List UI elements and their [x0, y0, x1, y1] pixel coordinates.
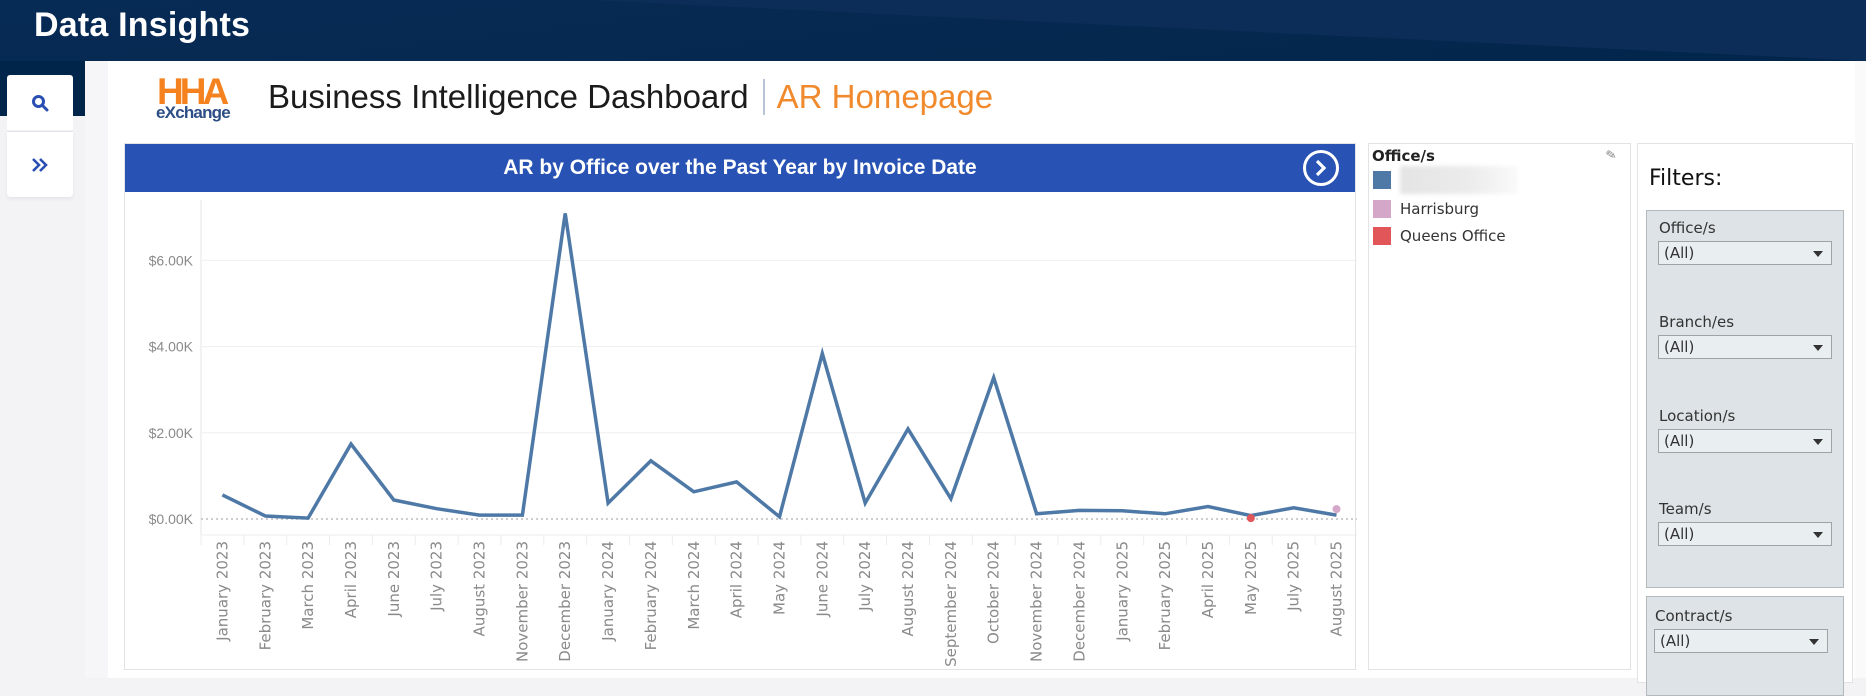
- svg-text:June 2024: June 2024: [813, 541, 831, 618]
- svg-text:April 2023: April 2023: [342, 541, 360, 618]
- select-value: (All): [1664, 525, 1695, 543]
- svg-text:August 2024: August 2024: [899, 541, 917, 636]
- filter-contract: Contract/s (All): [1650, 607, 1832, 653]
- expand-sidebar-button[interactable]: [7, 131, 73, 197]
- filter-team: Team/s (All): [1654, 500, 1836, 546]
- svg-text:November 2024: November 2024: [1028, 541, 1046, 662]
- page-title: Business Intelligence Dashboard AR Homepa…: [268, 77, 993, 117]
- circle-chevron-right-icon: [1315, 159, 1327, 177]
- svg-text:May 2025: May 2025: [1242, 541, 1260, 615]
- svg-text:July 2024: July 2024: [856, 541, 874, 612]
- svg-text:February 2023: February 2023: [256, 541, 274, 650]
- svg-text:January 2024: January 2024: [599, 541, 617, 642]
- dropdown-arrow-icon: [1809, 639, 1819, 645]
- dropdown-arrow-icon: [1813, 251, 1823, 257]
- legend-label: Harrisburg: [1400, 200, 1479, 218]
- select-value: (All): [1664, 244, 1695, 262]
- svg-text:March 2023: March 2023: [299, 541, 317, 630]
- logo-hha-text: HHA: [157, 71, 229, 112]
- filter-label: Branch/es: [1659, 313, 1735, 331]
- office-legend: Office/s ✏ Harrisburg Queens Office: [1368, 143, 1631, 670]
- dropdown-arrow-icon: [1813, 532, 1823, 538]
- svg-text:March 2024: March 2024: [685, 541, 703, 630]
- app-header: Data Insights: [0, 0, 1866, 61]
- chart-header: AR by Office over the Past Year by Invoi…: [125, 144, 1355, 192]
- legend-label: Queens Office: [1400, 227, 1506, 245]
- select-value: (All): [1664, 432, 1695, 450]
- legend-title: Office/s: [1372, 147, 1435, 165]
- legend-swatch: [1373, 171, 1391, 189]
- chart-title: AR by Office over the Past Year by Invoi…: [503, 156, 977, 179]
- svg-text:August 2023: August 2023: [471, 541, 489, 636]
- redacted-label: [1400, 166, 1518, 194]
- filter-group-main: Office/s (All) Branch/es (All) Location/…: [1646, 210, 1844, 588]
- svg-text:September 2024: September 2024: [942, 541, 960, 667]
- search-button[interactable]: [7, 75, 73, 130]
- location-select[interactable]: (All): [1658, 429, 1832, 453]
- select-value: (All): [1660, 632, 1691, 650]
- app-title: Data Insights: [34, 6, 251, 44]
- svg-text:June 2023: June 2023: [385, 541, 403, 618]
- scrollbar[interactable]: [1855, 61, 1866, 678]
- team-select[interactable]: (All): [1658, 522, 1832, 546]
- legend-swatch: [1373, 227, 1391, 245]
- hhaexchange-logo: HHA eXchange: [155, 71, 235, 122]
- filter-label: Office/s: [1659, 219, 1716, 237]
- svg-text:April 2025: April 2025: [1199, 541, 1217, 618]
- svg-text:January 2023: January 2023: [213, 541, 231, 642]
- legend-item-harrisburg[interactable]: Harrisburg: [1373, 198, 1479, 220]
- svg-text:February 2025: February 2025: [1156, 541, 1174, 650]
- legend-swatch: [1373, 200, 1391, 218]
- title-divider: [762, 79, 765, 115]
- svg-text:December 2024: December 2024: [1070, 541, 1088, 662]
- logo-exchange-text: eXchange: [156, 103, 231, 122]
- svg-text:April 2024: April 2024: [728, 541, 746, 618]
- office-select[interactable]: (All): [1658, 241, 1832, 265]
- chart-next-button[interactable]: [1303, 150, 1339, 186]
- svg-text:August 2025: August 2025: [1328, 541, 1346, 636]
- svg-text:$2.00K: $2.00K: [149, 425, 194, 441]
- svg-text:July 2023: July 2023: [428, 541, 446, 612]
- svg-text:December 2023: December 2023: [556, 541, 574, 662]
- filter-location: Location/s (All): [1654, 407, 1836, 453]
- filter-label: Team/s: [1659, 500, 1712, 518]
- svg-text:February 2024: February 2024: [642, 541, 660, 650]
- search-icon: [32, 94, 49, 111]
- branch-select[interactable]: (All): [1658, 335, 1832, 359]
- page-subtitle: AR Homepage: [776, 78, 994, 115]
- dropdown-arrow-icon: [1813, 345, 1823, 351]
- filters-title: Filters:: [1649, 166, 1723, 191]
- header-shade: [586, 0, 1866, 61]
- svg-text:$0.00K: $0.00K: [149, 511, 194, 527]
- filter-label: Contract/s: [1655, 607, 1733, 625]
- svg-text:$4.00K: $4.00K: [149, 339, 194, 355]
- double-chevron-right-icon: [32, 157, 48, 172]
- filters-panel: Filters: Office/s (All) Branch/es (All) …: [1637, 143, 1853, 696]
- filter-label: Location/s: [1659, 407, 1736, 425]
- svg-text:May 2024: May 2024: [770, 541, 788, 615]
- pin-icon[interactable]: ✏: [1601, 146, 1620, 165]
- filter-office: Office/s (All): [1654, 219, 1836, 265]
- legend-item-redacted[interactable]: [1373, 166, 1518, 194]
- svg-text:October 2024: October 2024: [985, 541, 1003, 644]
- svg-text:$6.00K: $6.00K: [149, 252, 194, 268]
- contract-select[interactable]: (All): [1654, 629, 1828, 653]
- svg-text:January 2025: January 2025: [1113, 541, 1131, 642]
- filter-group-contract: Contract/s (All): [1646, 596, 1844, 696]
- filter-branch: Branch/es (All): [1654, 313, 1836, 359]
- svg-text:November 2023: November 2023: [513, 541, 531, 662]
- dashboard-title: Business Intelligence Dashboard: [268, 78, 749, 115]
- legend-item-queens-office[interactable]: Queens Office: [1373, 225, 1506, 247]
- ar-chart-panel: $0.00K $2.00K $4.00K $6.00K January 2023 Febr…: [124, 143, 1357, 671]
- select-value: (All): [1664, 338, 1695, 356]
- svg-text:July 2025: July 2025: [1285, 541, 1303, 612]
- ar-line-chart[interactable]: $0.00K $2.00K $4.00K $6.00K January 2023 Febr…: [125, 144, 1357, 671]
- dropdown-arrow-icon: [1813, 439, 1823, 445]
